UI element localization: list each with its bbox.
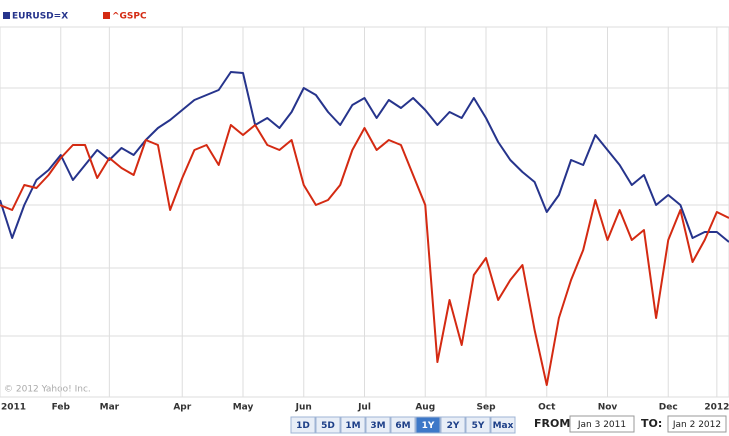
legend-label: ^GSPC <box>112 12 147 22</box>
x-tick-label: Nov <box>598 403 618 413</box>
x-tick-label: Mar <box>100 403 120 413</box>
range-button[interactable] <box>490 416 516 434</box>
range-button[interactable] <box>365 416 391 434</box>
x-tick-label: Apr <box>173 403 191 413</box>
x-tick-label: Dec <box>659 403 678 413</box>
range-button-label[interactable]: 2Y <box>447 421 460 431</box>
range-button-label[interactable]: 1M <box>345 421 360 431</box>
range-button[interactable] <box>390 416 416 434</box>
x-tick-label: Jul <box>357 403 371 413</box>
legend-label: EURUSD=X <box>12 12 68 22</box>
x-tick-label: Sep <box>476 403 496 413</box>
range-button[interactable] <box>415 416 441 434</box>
x-tick-label: Jun <box>295 403 312 413</box>
legend-swatch <box>103 12 110 19</box>
to-label: TO: <box>641 417 662 430</box>
from-label: FROM: <box>534 417 575 430</box>
x-tick-label: Feb <box>52 403 71 413</box>
legend-swatch <box>3 12 10 19</box>
range-button[interactable] <box>315 416 341 434</box>
x-tick-label: Oct <box>538 403 556 413</box>
range-button-label[interactable]: Max <box>493 421 514 431</box>
from-input[interactable] <box>569 415 635 433</box>
x-tick-label: 2012 <box>704 403 729 413</box>
range-button[interactable] <box>340 416 366 434</box>
range-button-label[interactable]: 1Y <box>422 421 435 431</box>
x-tick-label: 2011 <box>1 403 26 413</box>
range-button-label[interactable]: 6M <box>395 421 410 431</box>
series-line <box>0 124 729 386</box>
range-button-label[interactable]: 1D <box>296 421 310 431</box>
x-tick-label: Aug <box>415 403 435 413</box>
credit: © 2012 Yahoo! Inc. <box>4 385 91 395</box>
range-button[interactable] <box>290 416 316 434</box>
series-line <box>0 71 729 243</box>
x-tick-label: May <box>233 403 254 413</box>
from-value[interactable]: Jan 3 2011 <box>577 420 626 430</box>
range-button[interactable] <box>440 416 466 434</box>
to-value[interactable]: Jan 2 2012 <box>672 420 721 430</box>
range-button[interactable] <box>465 416 491 434</box>
range-button-label[interactable]: 5Y <box>472 421 485 431</box>
range-button-label[interactable]: 5D <box>321 421 335 431</box>
range-button-label[interactable]: 3M <box>370 421 385 431</box>
to-input[interactable] <box>667 415 727 433</box>
